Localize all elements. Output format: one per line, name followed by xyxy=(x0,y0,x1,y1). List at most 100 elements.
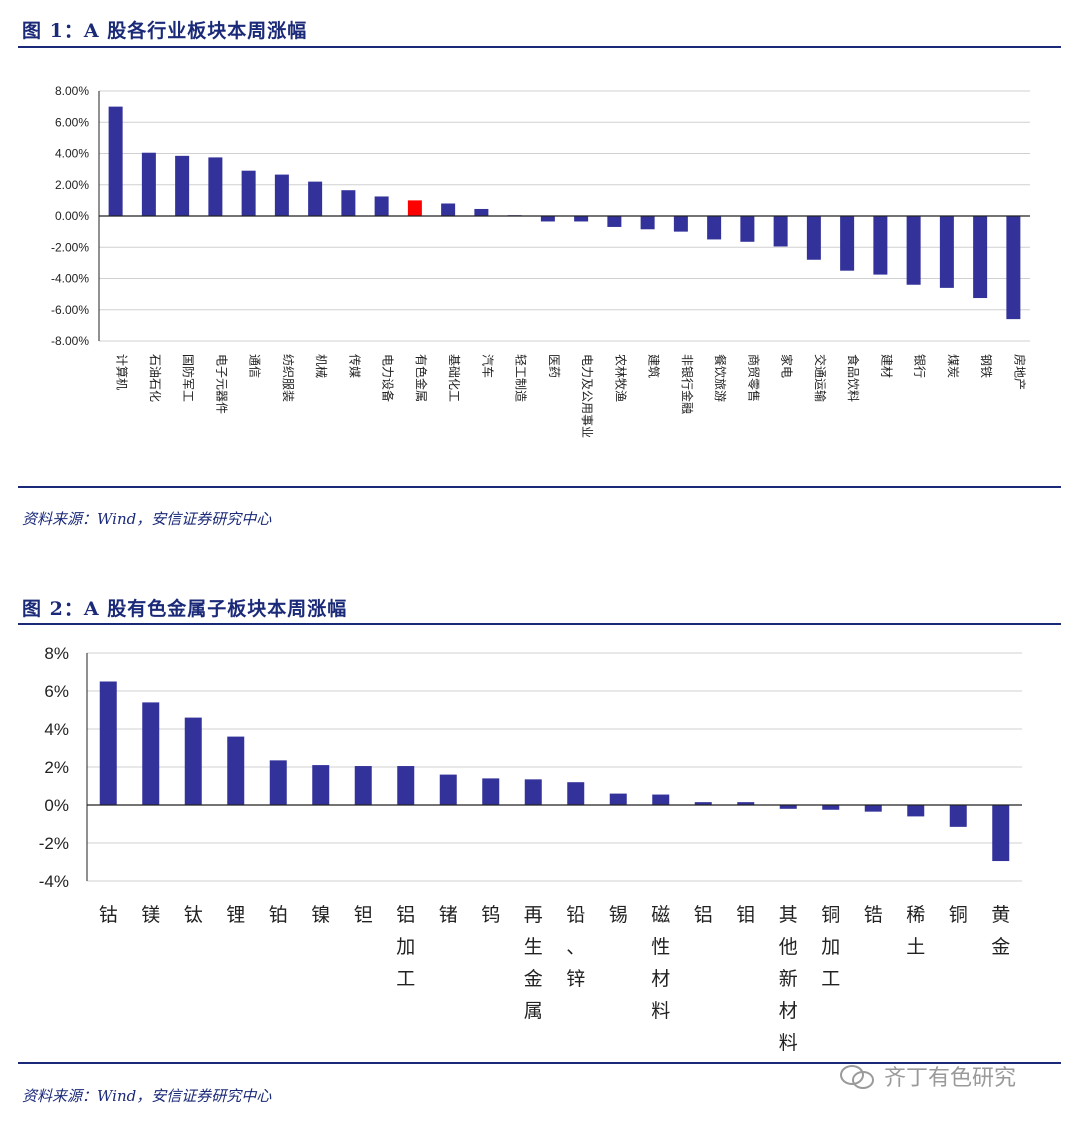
chart1-category-label: 建材 xyxy=(879,354,893,378)
chart1-bar xyxy=(308,181,323,216)
chart1-category-label: 电力设备 xyxy=(381,354,395,402)
chart1-category-label: 电子元器件 xyxy=(214,354,228,414)
chart2-category-label: 铅、锌 xyxy=(566,904,585,990)
chart2-bar xyxy=(864,805,882,812)
chart1-category-label: 有色金属 xyxy=(414,354,429,402)
chart1-bar xyxy=(341,190,356,216)
chart2-bar xyxy=(439,774,457,805)
chart2-category-label: 镍 xyxy=(311,904,330,926)
chart2-bar xyxy=(737,802,755,805)
chart2-category-label: 黄金 xyxy=(991,904,1010,958)
figure1-bottom-rule xyxy=(18,486,1061,488)
chart2-category-label: 镁 xyxy=(141,904,160,926)
chart1-category-label: 非银行金融 xyxy=(680,354,695,414)
chart2-nonferrous-subsector-bar-chart: 8% 6% 4% 2% 0% -2% -4% 钴 镁 钛 锂 铂 镍 钽 铝加工 锗 钨 再生金属 铅、锌 锡 磁性材料… xyxy=(39,644,1022,1054)
chart2-y-tick-label: 6% xyxy=(44,682,69,701)
chart1-category-label: 家电 xyxy=(780,354,795,378)
chart1-bar xyxy=(374,196,389,216)
chart2-category-label: 钴 xyxy=(99,904,118,926)
chart1-y-tick-label: -2.00% xyxy=(51,240,89,254)
chart2-category-label: 钼 xyxy=(736,904,755,926)
chart1-category-label: 纺织服装 xyxy=(281,354,295,402)
chart2-category-label: 锡 xyxy=(609,904,628,926)
chart2-bar xyxy=(907,805,925,817)
chart2-category-label: 铜加工 xyxy=(821,904,840,990)
figure2-bottom-rule xyxy=(18,1062,1061,1064)
chart2-category-label: 钽 xyxy=(354,904,373,926)
chart1-bar xyxy=(707,216,722,240)
chart2-category-label: 钛 xyxy=(184,904,203,926)
chart1-bar xyxy=(906,216,921,285)
chart2-category-label: 铝加工 xyxy=(396,904,415,990)
chart1-bar xyxy=(241,170,256,216)
chart1-category-label: 轻工制造 xyxy=(514,354,528,402)
chart2-category-label: 钨 xyxy=(481,904,500,926)
chart2-category-label: 铂 xyxy=(269,904,288,926)
figure2-top-rule xyxy=(18,623,1061,625)
chart1-y-tick-label: -8.00% xyxy=(51,334,89,348)
chart1-category-label: 医药 xyxy=(547,354,561,378)
chart2-y-tick-label: 8% xyxy=(44,644,69,663)
chart1-category-label: 食品饮料 xyxy=(846,354,861,402)
chart1-bar xyxy=(773,216,788,247)
figure1-source: 资料来源：Wind，安信证券研究中心 xyxy=(22,510,272,528)
chart1-category-label: 农林牧渔 xyxy=(613,354,627,402)
chart2-bar xyxy=(99,681,117,805)
chart1-bar xyxy=(108,106,123,216)
chart1-category-label: 石油石化 xyxy=(148,354,162,402)
chart1-category-label: 建筑 xyxy=(647,354,662,378)
chart1-bar xyxy=(939,216,954,288)
chart2-bar xyxy=(227,736,245,805)
chart1-category-label: 汽车 xyxy=(480,354,495,378)
chart2-bar xyxy=(184,717,202,805)
chart1-y-tick-label: -4.00% xyxy=(51,272,89,286)
chart1-category-label: 房地产 xyxy=(1012,354,1027,390)
chart1-y-tick-label: 2.00% xyxy=(55,178,89,192)
chart1-category-label: 交通运输 xyxy=(813,354,828,402)
chart1-y-tick-label: 6.00% xyxy=(55,115,89,129)
figure2-title: 图 2：A 股有色金属子板块本周涨幅 xyxy=(22,598,348,620)
figure1-top-rule xyxy=(18,46,1061,48)
chart1-category-label: 商贸零售 xyxy=(746,354,761,402)
chart1-category-label: 煤炭 xyxy=(946,354,960,378)
chart1-category-label: 机械 xyxy=(314,354,329,378)
chart1-bar xyxy=(441,203,456,216)
chart2-bar xyxy=(312,765,330,805)
chart1-category-label: 传媒 xyxy=(347,354,362,378)
chart1-bar xyxy=(973,216,988,299)
chart1-bar xyxy=(806,216,821,260)
chart1-bar xyxy=(175,155,190,216)
chart1-category-label: 计算机 xyxy=(115,354,130,390)
chart1-bar xyxy=(673,216,688,232)
chart2-category-label: 锂 xyxy=(226,904,245,926)
chart1-category-label: 通信 xyxy=(248,354,262,378)
chart2-bar xyxy=(354,766,372,805)
chart2-category-label: 锗 xyxy=(439,904,458,926)
chart2-category-label: 其他新材料 xyxy=(779,904,798,1054)
chart2-bar xyxy=(949,805,967,827)
chart2-bar xyxy=(822,805,840,810)
wechat-icon xyxy=(838,1063,878,1089)
chart1-bar xyxy=(740,216,755,242)
chart2-bar xyxy=(992,805,1010,862)
chart1-bar xyxy=(574,216,589,222)
chart1-y-tick-label: 0.00% xyxy=(55,209,89,223)
chart2-category-label: 稀土 xyxy=(906,904,925,958)
chart1-category-label: 钢铁 xyxy=(979,354,993,378)
chart2-category-label: 锆 xyxy=(864,904,883,926)
chart1-y-tick-label: -6.00% xyxy=(51,303,89,317)
chart2-category-label: 铝 xyxy=(694,904,713,926)
chart1-bar xyxy=(141,152,156,216)
chart2-category-label: 再生金属 xyxy=(524,904,543,1022)
chart1-bar xyxy=(873,216,888,275)
chart1-bar xyxy=(407,200,422,216)
chart1-bar xyxy=(274,174,289,216)
chart1-category-label: 餐饮旅游 xyxy=(713,354,728,402)
chart1-bar xyxy=(1006,216,1021,320)
chart1-category-label: 国防军工 xyxy=(181,354,196,402)
chart2-bar xyxy=(524,779,542,805)
chart2-category-label: 铜 xyxy=(949,904,968,926)
chart1-bar xyxy=(474,208,489,216)
chart2-category-label: 磁性材料 xyxy=(651,904,670,1022)
chart2-y-tick-label: 4% xyxy=(44,720,69,739)
